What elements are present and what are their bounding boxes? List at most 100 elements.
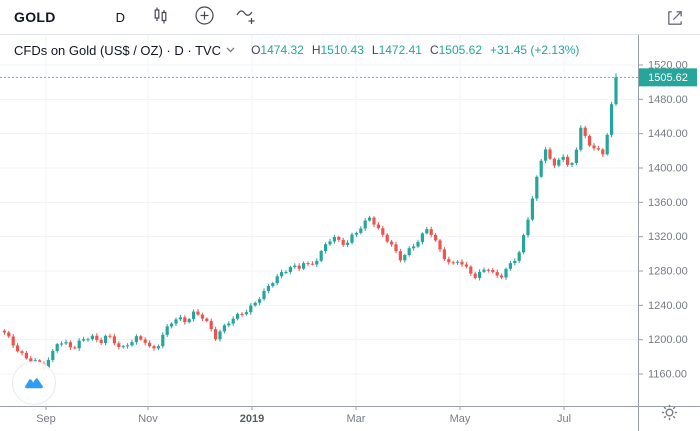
candle-body: [315, 260, 319, 265]
candle-body: [7, 332, 11, 337]
candle-body: [376, 224, 380, 229]
candle-body: [218, 331, 222, 340]
candle-body: [29, 358, 33, 362]
candle-body: [372, 217, 376, 225]
candle-body: [328, 241, 332, 245]
candle-body: [566, 156, 570, 165]
candle-body: [174, 319, 178, 324]
candle-body: [398, 251, 402, 261]
chart-style-button[interactable]: [147, 4, 174, 30]
candle-body: [522, 235, 526, 253]
candle-body: [381, 228, 385, 235]
compare-plus-icon: [194, 5, 215, 29]
indicators-button[interactable]: [231, 4, 261, 31]
candle-body: [469, 266, 473, 274]
candle-body: [280, 272, 284, 277]
candle-body: [205, 318, 209, 321]
chart-legend: CFDs on Gold (US$ / OZ) · D · TVC O1474.…: [14, 42, 579, 58]
candle-body: [530, 198, 534, 220]
candle-body: [478, 271, 482, 278]
candle-body: [526, 219, 530, 236]
candle-body: [341, 239, 345, 245]
price-tick-label: 1320.00: [648, 231, 688, 243]
external-link-icon: [666, 9, 684, 30]
candle-body: [33, 360, 37, 362]
time-tick-label: Sep: [36, 413, 56, 425]
candle-body: [51, 350, 55, 360]
candle-body: [156, 346, 160, 349]
candle-body: [403, 254, 407, 261]
candle-body: [266, 285, 270, 291]
candle-body: [11, 336, 15, 346]
candle-body: [82, 339, 86, 341]
symbol-description[interactable]: CFDs on Gold (US$ / OZ) · D · TVC: [14, 43, 235, 58]
candle-body: [68, 342, 72, 348]
candles-group: [2, 73, 618, 371]
candle-body: [249, 305, 253, 313]
candle-body: [310, 263, 314, 265]
candle-body: [231, 318, 235, 324]
candle-body: [222, 325, 226, 332]
price-scale[interactable]: 1520.001480.001440.001400.001360.001320.…: [639, 60, 688, 381]
candle-body: [161, 334, 165, 347]
candle-body: [390, 241, 394, 245]
candle-body: [464, 264, 468, 267]
candle-body: [139, 336, 143, 340]
candle-body: [187, 319, 191, 323]
settings-button[interactable]: [656, 401, 682, 427]
time-tick-label: Mar: [347, 413, 366, 425]
candle-body: [271, 283, 275, 286]
time-scale[interactable]: Sep Nov 2019 Mar May Jul: [36, 406, 571, 425]
candle-body: [456, 261, 460, 263]
candle-body: [473, 273, 477, 278]
grid-lines: [0, 35, 638, 406]
candle-body: [460, 261, 464, 265]
candle-body: [73, 347, 77, 349]
candle-body: [258, 299, 262, 303]
candle-body: [434, 234, 438, 241]
candle-body: [412, 246, 416, 249]
candle-body: [112, 336, 116, 344]
interval-button[interactable]: D: [112, 8, 129, 27]
candle-body: [548, 149, 552, 159]
price-tick-label: 1400.00: [648, 163, 688, 175]
candle-body: [86, 339, 90, 341]
last-price-tag-label: 1505.62: [648, 72, 688, 84]
candle-body: [504, 268, 508, 278]
candle-body: [244, 312, 248, 315]
candle-body: [130, 342, 134, 346]
candle-body: [596, 148, 600, 150]
candle-body: [535, 176, 539, 199]
price-tick-label: 1160.00: [648, 369, 687, 381]
candle-body: [592, 145, 596, 149]
toolbar: GOLD D: [0, 0, 700, 35]
candle-body: [284, 271, 288, 273]
open-popup-button[interactable]: [662, 7, 688, 32]
candle-body: [500, 275, 504, 278]
time-tick-label: 2019: [240, 413, 264, 425]
tradingview-logo-button[interactable]: [12, 361, 56, 405]
last-price-tag: 1505.62: [639, 68, 697, 87]
candle-body: [165, 326, 169, 335]
candle-body: [605, 134, 609, 155]
candle-body: [601, 149, 605, 155]
candle-body: [610, 104, 614, 135]
candle-body: [293, 265, 297, 268]
candle-body: [557, 159, 561, 166]
gear-icon: [661, 404, 678, 424]
compare-button[interactable]: [190, 3, 219, 31]
candle-body: [209, 320, 213, 330]
price-tick-label: 1280.00: [648, 266, 688, 278]
candle-body: [178, 317, 182, 320]
candle-body: [24, 352, 28, 359]
candle-body: [227, 323, 231, 326]
candle-body: [16, 345, 20, 352]
candle-body: [570, 163, 574, 165]
candle-body: [447, 259, 451, 263]
symbol-button[interactable]: GOLD: [14, 9, 56, 25]
ohlc-values: O1474.32 H1510.43 L1472.41 C1505.62 +31.…: [251, 43, 579, 57]
candle-body: [332, 236, 336, 242]
candle-body: [196, 311, 200, 315]
candle-body: [95, 335, 99, 340]
